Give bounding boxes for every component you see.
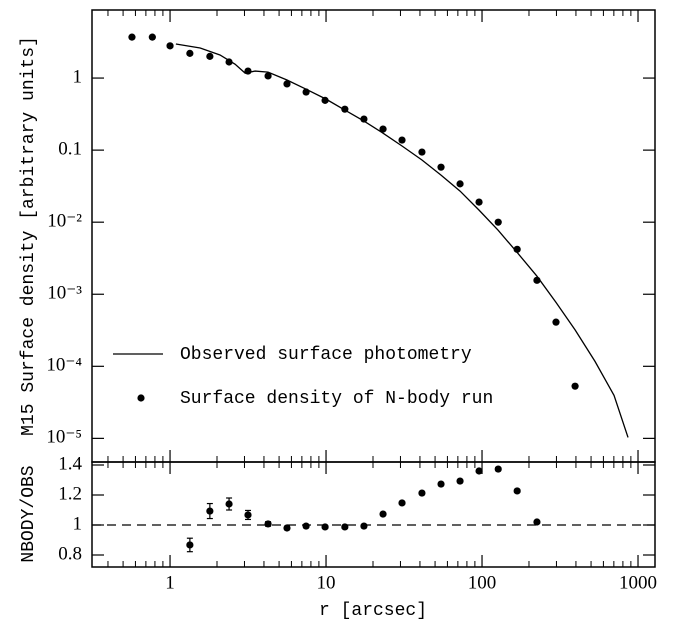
y-tick-label: 1.2 (58, 483, 82, 504)
x-tick-label: 1000 (619, 572, 657, 593)
data-point (379, 125, 387, 133)
data-point (225, 58, 233, 66)
data-point (321, 96, 329, 104)
data-point (166, 42, 174, 50)
data-point (264, 72, 272, 80)
data-point (206, 52, 214, 60)
data-point (418, 489, 426, 497)
data-point (148, 33, 156, 41)
legend-label: Surface density of N-body run (180, 389, 493, 409)
data-point (225, 500, 233, 508)
y-tick-label: 1.4 (58, 453, 82, 474)
data-point (341, 523, 349, 531)
y-tick-label: 10⁻⁵ (46, 427, 82, 448)
data-point (398, 499, 406, 507)
data-line (175, 43, 629, 438)
data-point (475, 198, 483, 206)
data-point (206, 507, 214, 515)
data-point (513, 487, 521, 495)
data-point (186, 541, 194, 549)
data-point (302, 522, 310, 530)
y-tick-label: 0.1 (58, 138, 82, 159)
data-point (494, 465, 502, 473)
data-point (244, 67, 252, 75)
data-point (533, 518, 541, 526)
y-tick-label: 10⁻⁴ (46, 355, 82, 376)
data-point (494, 218, 502, 226)
data-point (244, 511, 252, 519)
data-point (456, 180, 464, 188)
data-point (283, 524, 291, 532)
data-point (456, 477, 464, 485)
x-axis-label: r [arcsec] (319, 601, 427, 621)
legend-marker (137, 394, 145, 402)
data-point (533, 276, 541, 284)
data-point (186, 49, 194, 57)
data-point (437, 480, 445, 488)
legend-label: Observed surface photometry (180, 345, 472, 365)
y-tick-label: 1 (73, 66, 83, 87)
y-axis-label: NBODY/OBS (19, 465, 39, 562)
x-tick-label: 1 (165, 572, 175, 593)
x-tick-label: 100 (468, 572, 497, 593)
data-point (264, 520, 272, 528)
data-point (379, 510, 387, 518)
plot-frame (91, 461, 656, 568)
data-point (418, 148, 426, 156)
data-point (475, 467, 483, 475)
y-tick-label: 1 (73, 513, 83, 534)
data-point (571, 382, 579, 390)
data-point (302, 88, 310, 96)
data-point (360, 115, 368, 123)
y-tick-label: 10⁻² (47, 211, 82, 232)
x-tick-label: 10 (317, 572, 336, 593)
data-point (513, 245, 521, 253)
data-point (437, 163, 445, 171)
data-point (341, 105, 349, 113)
data-point (283, 80, 291, 88)
data-point (360, 522, 368, 530)
y-tick-label: 0.8 (58, 543, 82, 564)
data-point (321, 523, 329, 531)
data-point (128, 33, 136, 41)
y-axis-label: M15 Surface density [arbitrary units] (19, 36, 39, 436)
data-point (398, 136, 406, 144)
y-tick-label: 10⁻³ (47, 283, 82, 304)
data-point (552, 318, 560, 326)
